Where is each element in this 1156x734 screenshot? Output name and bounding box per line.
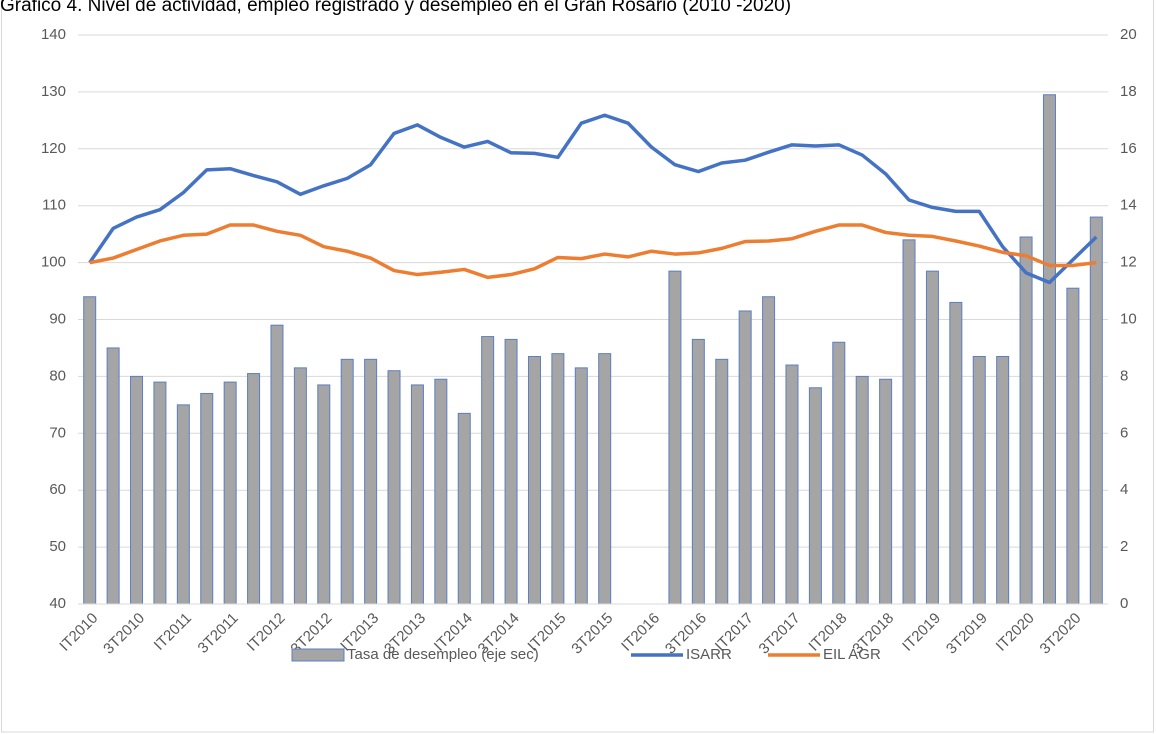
y-tick-label: 50 <box>49 538 66 555</box>
bar <box>738 310 752 605</box>
legend-label: Tasa de desempleo (eje sec) <box>347 646 539 663</box>
bar <box>481 336 495 605</box>
y-tick-label: 40 <box>49 595 66 612</box>
legend-label: ISARR <box>686 646 732 663</box>
bar <box>972 355 986 605</box>
y2-tick-label: 8 <box>1120 367 1128 384</box>
line <box>88 113 1098 285</box>
y2-tick-label: 18 <box>1120 83 1137 100</box>
y-tick-label: 130 <box>41 83 66 100</box>
bar <box>1019 236 1033 605</box>
y-tick-label: 140 <box>41 26 66 43</box>
bar <box>949 301 963 605</box>
bar <box>1066 287 1080 605</box>
bar <box>925 270 939 605</box>
bar <box>247 373 261 605</box>
line <box>89 223 1097 280</box>
bar <box>1042 94 1056 605</box>
y2-tick-label: 6 <box>1120 424 1128 441</box>
bar <box>598 353 612 605</box>
bar <box>364 358 378 605</box>
bar <box>83 296 97 605</box>
y-tick-label: 90 <box>49 310 66 327</box>
bar <box>130 375 144 605</box>
bar <box>293 367 307 605</box>
bar <box>106 347 120 605</box>
y-tick-label: 100 <box>41 254 66 271</box>
bar <box>340 358 354 605</box>
bar <box>153 381 167 605</box>
y-tick-label: 110 <box>42 197 66 214</box>
bar <box>855 375 869 605</box>
bar <box>715 358 729 605</box>
bar <box>879 378 893 605</box>
bar <box>270 324 284 605</box>
bar <box>410 384 424 605</box>
y2-tick-label: 2 <box>1120 538 1128 555</box>
bar <box>1089 216 1103 605</box>
legend-swatch <box>291 648 345 662</box>
bar <box>200 392 214 605</box>
bar <box>387 370 401 605</box>
bar <box>317 384 331 605</box>
bar <box>176 404 190 605</box>
y2-tick-label: 0 <box>1120 595 1128 612</box>
bar <box>574 367 588 605</box>
bar <box>551 353 565 605</box>
y2-tick-label: 4 <box>1120 481 1128 498</box>
y2-tick-label: 12 <box>1120 254 1137 271</box>
bar <box>434 378 448 605</box>
y-tick-label: 60 <box>49 481 66 498</box>
y-tick-label: 120 <box>41 140 66 157</box>
y2-tick-label: 20 <box>1120 26 1137 43</box>
bar <box>808 387 822 605</box>
bar <box>668 270 682 605</box>
y2-tick-label: 10 <box>1120 310 1137 327</box>
bar <box>902 239 916 605</box>
y2-tick-label: 14 <box>1120 197 1137 214</box>
bar <box>785 364 799 605</box>
y-tick-label: 70 <box>49 424 66 441</box>
y2-tick-label: 16 <box>1120 140 1137 157</box>
bar <box>996 355 1010 605</box>
bar <box>832 341 846 605</box>
bar <box>762 296 776 605</box>
bar <box>691 338 705 605</box>
bar <box>223 381 237 605</box>
bar <box>457 412 471 605</box>
chart-title: Gráfico 4. Nivel de actividad, empleo re… <box>0 0 791 16</box>
bar <box>527 355 541 605</box>
y-tick-label: 80 <box>49 367 66 384</box>
legend-label: EIL AGR <box>823 646 881 663</box>
bar <box>504 338 518 605</box>
